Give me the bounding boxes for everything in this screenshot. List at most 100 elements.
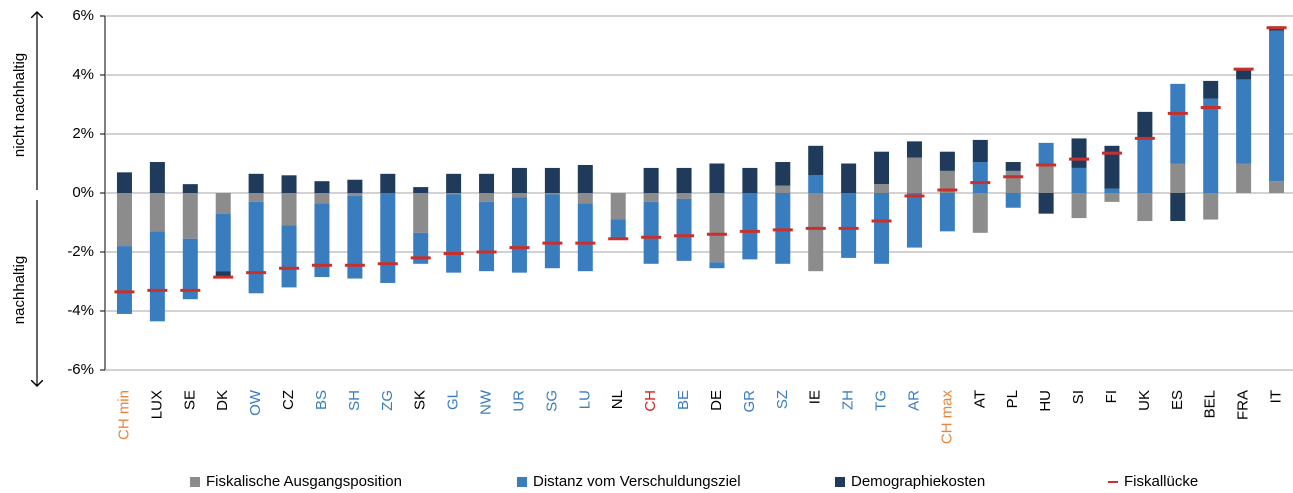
y-tick-label: 2%	[72, 125, 94, 142]
x-tick-label: SG	[543, 390, 560, 412]
x-tick-label: NW	[478, 389, 495, 415]
bar-segment	[972, 139, 988, 163]
x-tick-label: UR	[510, 390, 527, 412]
bar-segment	[479, 173, 495, 193]
legend-marker	[517, 477, 527, 487]
x-tick-label: AR	[905, 390, 922, 411]
bar-segment	[808, 175, 824, 193]
bar-segment	[775, 162, 791, 186]
bar-segment	[314, 181, 330, 193]
x-tick-label: AT	[971, 390, 988, 408]
bar-segment	[1170, 193, 1186, 222]
bar-segment	[215, 193, 231, 214]
bar-segment	[676, 167, 692, 193]
x-tick-label: TG	[873, 390, 890, 411]
bar-segment	[676, 193, 692, 199]
x-tick-label: CZ	[280, 390, 297, 410]
bar-segment	[643, 201, 659, 264]
bar-segment	[511, 167, 527, 193]
bar-segment	[808, 145, 824, 176]
bar-segment	[1071, 193, 1087, 219]
x-tick-label: CH	[642, 390, 659, 412]
x-tick-label: ZG	[379, 390, 396, 411]
x-tick-label: NL	[609, 390, 626, 409]
bar-segment	[1137, 111, 1153, 139]
bar-segment	[413, 232, 429, 264]
bar-segment	[1203, 193, 1219, 220]
bar-segment	[116, 193, 132, 247]
x-tick-label: SI	[1070, 390, 1087, 404]
bar-segment	[511, 197, 527, 273]
bar-segment	[314, 193, 330, 204]
bar-segment	[1038, 193, 1054, 214]
bar-segment	[874, 184, 890, 193]
x-tick-label: PL	[1004, 390, 1021, 408]
bar-segment	[1236, 69, 1252, 80]
x-tick-label: GL	[445, 390, 462, 410]
x-tick-label: BE	[675, 390, 692, 410]
bar-segment	[347, 193, 363, 196]
x-tick-label: FRA	[1235, 390, 1252, 420]
bar-segment	[116, 246, 132, 314]
bar-segment	[939, 151, 955, 171]
y-tick-label: 6%	[72, 7, 94, 24]
bar-segment	[116, 172, 132, 193]
annotation: nicht nachhaltig	[11, 53, 28, 157]
legend-label: Distanz vom Verschuldungsziel	[533, 473, 741, 490]
bar-segment	[1104, 188, 1120, 193]
x-tick-label: SZ	[774, 390, 791, 409]
x-tick-label: CH min	[115, 390, 132, 440]
bar-segment	[972, 162, 988, 193]
bar-segment	[610, 219, 626, 239]
bar-segment	[610, 193, 626, 220]
bar-segment	[281, 225, 297, 288]
bar-segment	[577, 193, 593, 204]
bar-segment	[182, 193, 198, 239]
bar-segment	[1170, 163, 1186, 193]
bar-segment	[215, 271, 231, 278]
bar-segment	[248, 173, 264, 193]
bar-segment	[841, 193, 857, 258]
x-tick-label: DK	[214, 390, 231, 411]
bar-segment	[149, 162, 165, 193]
bar-segment	[281, 193, 297, 226]
bar-segment	[1038, 164, 1054, 193]
bar-segment	[1170, 83, 1186, 164]
bar-segment	[182, 238, 198, 300]
x-tick-label: IE	[807, 390, 824, 404]
bar-segment	[1005, 170, 1021, 193]
bar-segment	[446, 194, 462, 273]
bar-segment	[643, 193, 659, 202]
x-tick-label: DE	[708, 390, 725, 411]
bar-segment	[939, 193, 955, 232]
bar-segment	[841, 163, 857, 193]
bar-segment	[1071, 167, 1087, 193]
x-tick-label: CH max	[938, 390, 955, 445]
bar-segment	[808, 193, 824, 272]
y-tick-label: 0%	[72, 184, 94, 201]
y-tick-label: -6%	[67, 361, 94, 378]
bar-segment	[939, 170, 955, 193]
bar-segment	[347, 195, 363, 279]
bar-segment	[413, 193, 429, 233]
bar-segment	[182, 184, 198, 193]
bar-segment	[215, 213, 231, 272]
x-tick-label: SE	[181, 390, 198, 410]
bar-segment	[446, 193, 462, 195]
bar-segment	[1104, 193, 1120, 202]
bar-segment	[906, 157, 922, 193]
bar-segment	[314, 203, 330, 278]
bar-segment	[544, 194, 560, 269]
bar-segment	[1005, 162, 1021, 171]
bar-segment	[972, 193, 988, 233]
bar-segment	[742, 167, 758, 193]
bar-segment	[149, 231, 165, 322]
x-tick-label: SH	[346, 390, 363, 411]
bar-segment	[479, 201, 495, 272]
bar-segment	[380, 173, 396, 193]
bar-segment	[511, 193, 527, 198]
y-tick-label: -4%	[67, 302, 94, 319]
y-tick-label: -2%	[67, 243, 94, 260]
bar-segment	[1104, 145, 1120, 189]
